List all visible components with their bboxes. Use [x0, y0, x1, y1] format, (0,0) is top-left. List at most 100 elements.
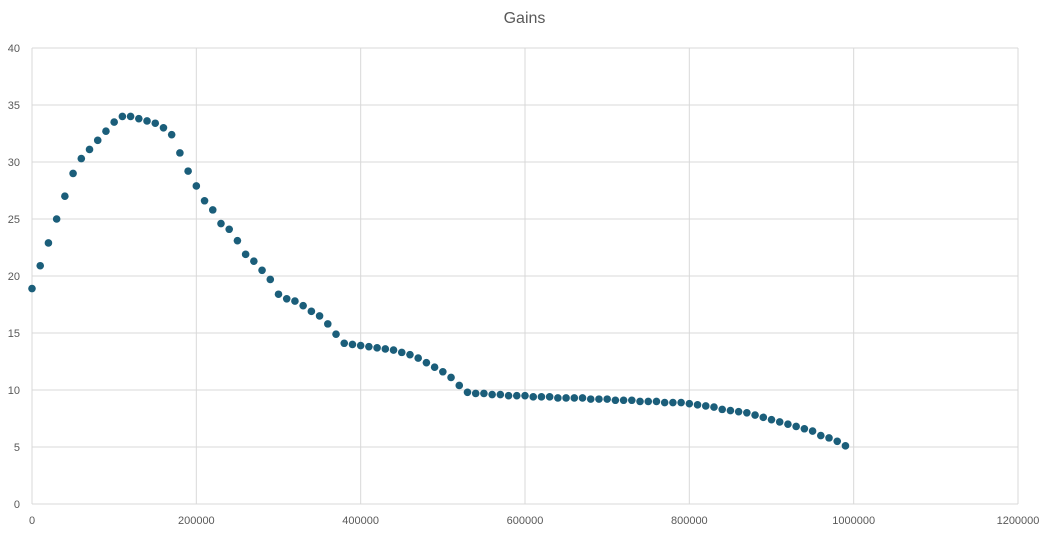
data-point: [365, 342, 373, 351]
data-point: [266, 275, 275, 284]
data-point: [767, 415, 776, 424]
data-point: [685, 399, 694, 408]
data-point: [250, 257, 258, 265]
data-point: [537, 393, 546, 401]
data-point: [759, 413, 768, 422]
data-point: [570, 394, 579, 402]
data-point: [554, 394, 562, 402]
data-point: [176, 149, 184, 157]
data-point: [488, 390, 496, 399]
data-point: [291, 297, 299, 305]
y-tick-label: 30: [8, 157, 20, 169]
data-point: [800, 424, 809, 433]
y-tick-label: 10: [8, 385, 20, 397]
data-point: [529, 393, 538, 401]
data-point: [496, 390, 505, 399]
y-tick-label: 0: [14, 499, 20, 511]
data-point: [118, 112, 127, 121]
y-tick-label: 25: [8, 214, 20, 226]
data-point: [332, 330, 340, 338]
x-tick-label: 1000000: [832, 515, 875, 527]
y-tick-label: 40: [8, 43, 20, 55]
data-point: [28, 284, 36, 293]
data-point: [710, 403, 718, 411]
data-point: [151, 119, 160, 128]
data-point: [701, 402, 710, 410]
data-point: [373, 344, 381, 352]
y-tick-label: 20: [8, 271, 20, 283]
data-point: [677, 398, 685, 407]
data-point: [208, 206, 217, 214]
data-point: [299, 301, 307, 310]
data-point: [348, 340, 357, 349]
data-point: [669, 398, 677, 407]
y-tick-label: 35: [8, 100, 20, 112]
data-point: [652, 397, 661, 406]
data-point: [77, 154, 86, 163]
data-point: [726, 406, 735, 415]
data-point: [389, 346, 398, 354]
data-point: [135, 114, 143, 123]
data-point: [439, 367, 447, 376]
data-point: [628, 396, 636, 405]
data-point: [258, 266, 266, 275]
data-point: [192, 182, 201, 190]
data-point: [159, 124, 168, 132]
data-point: [808, 427, 817, 435]
data-point: [282, 295, 291, 303]
data-point: [603, 395, 611, 403]
data-point: [578, 394, 587, 402]
x-tick-label: 600000: [507, 515, 544, 527]
data-point: [85, 145, 94, 154]
data-point: [693, 401, 702, 409]
data-point: [61, 192, 69, 200]
data-point: [562, 394, 570, 402]
axis-tick-labels: 0 5 10 15 20 25 30 35 40 0 200000 400000 600000 80000…: [8, 43, 1040, 527]
data-point: [743, 409, 751, 417]
data-point: [611, 396, 620, 405]
data-point: [184, 167, 192, 175]
data-point: [817, 431, 825, 440]
data-point: [307, 307, 316, 316]
x-tick-label: 1200000: [997, 515, 1040, 527]
data-point: [619, 396, 628, 405]
chart-title: Gains: [503, 10, 546, 27]
data-point: [512, 391, 521, 400]
data-point: [422, 358, 431, 367]
data-point: [241, 250, 250, 259]
data-point: [233, 236, 242, 245]
data-point: [110, 118, 118, 126]
data-point: [52, 215, 61, 223]
data-point: [44, 239, 53, 247]
data-point: [217, 219, 225, 228]
y-tick-label: 15: [8, 328, 20, 340]
data-point: [595, 395, 603, 403]
data-point: [471, 389, 480, 398]
x-tick-label: 400000: [342, 515, 379, 527]
data-point: [784, 420, 792, 429]
data-point: [751, 411, 759, 419]
data-point: [102, 127, 110, 136]
data-point: [167, 130, 176, 139]
grid-lines: [31, 47, 1019, 505]
data-point: [586, 395, 595, 403]
data-point: [644, 397, 653, 406]
data-point: [225, 225, 233, 234]
data-point: [447, 373, 455, 382]
data-point: [36, 261, 45, 270]
data-point: [521, 391, 529, 400]
y-tick-label: 5: [14, 442, 20, 454]
data-point: [480, 389, 488, 398]
data-point: [833, 437, 842, 446]
x-tick-label: 800000: [671, 515, 708, 527]
data-point: [200, 196, 209, 205]
data-point: [841, 442, 850, 450]
data-point: [274, 290, 283, 299]
data-point: [718, 405, 726, 414]
data-point: [775, 418, 784, 426]
data-point: [315, 312, 324, 320]
data-point: [545, 393, 554, 401]
data-point: [414, 354, 422, 362]
